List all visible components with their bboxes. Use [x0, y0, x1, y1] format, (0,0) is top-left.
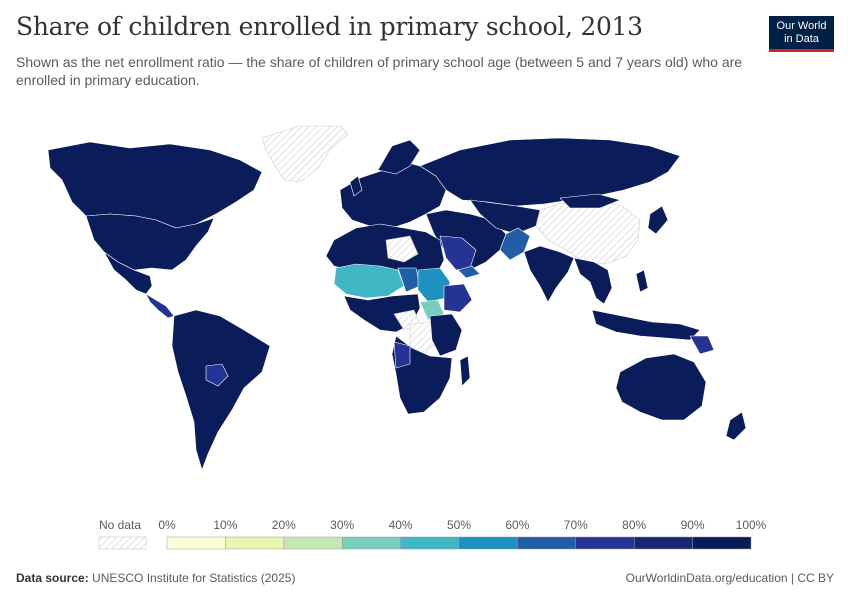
- region-bolivia[interactable]: [205, 363, 229, 387]
- region-mongolia[interactable]: [559, 193, 621, 209]
- legend-tick-label: 40%: [388, 518, 413, 532]
- region-canada[interactable]: [47, 141, 263, 229]
- legend-tick-label: 10%: [213, 518, 238, 532]
- legend-no-data-swatch: [98, 536, 147, 550]
- logo-line-2: in Data: [784, 33, 819, 45]
- region-south-america[interactable]: [171, 309, 271, 471]
- legend-swatch[interactable]: [517, 536, 577, 550]
- legend-swatch[interactable]: [283, 536, 343, 550]
- legend-swatch[interactable]: [341, 536, 401, 550]
- legend-swatch[interactable]: [458, 536, 518, 550]
- owid-logo[interactable]: Our World in Data: [769, 16, 834, 52]
- legend-tick-label: 50%: [446, 518, 472, 532]
- legend-tick-label: 30%: [330, 518, 355, 532]
- region-new-zealand[interactable]: [725, 411, 747, 441]
- region-papua[interactable]: [689, 335, 715, 355]
- footer-url[interactable]: OurWorldinData.org/education | CC BY: [625, 571, 834, 585]
- legend-tick-label: 0%: [158, 518, 176, 532]
- region-mexico[interactable]: [103, 251, 153, 295]
- legend-scale: [98, 536, 752, 550]
- legend-tick-label: 60%: [505, 518, 530, 532]
- region-philippines[interactable]: [635, 269, 649, 293]
- region-japan[interactable]: [647, 205, 669, 235]
- legend-swatch[interactable]: [166, 536, 226, 550]
- source-label: Data source:: [16, 571, 89, 585]
- region-uk[interactable]: [349, 175, 363, 197]
- legend-no-data-label: No data: [99, 518, 142, 532]
- chart-title: Share of children enrolled in primary sc…: [16, 12, 643, 41]
- region-central-america[interactable]: [145, 293, 175, 319]
- region-india[interactable]: [523, 245, 575, 303]
- legend-tick-label: 100%: [735, 518, 767, 532]
- footer-source: Data source: UNESCO Institute for Statis…: [16, 571, 295, 585]
- region-russia[interactable]: [419, 137, 681, 207]
- region-middle-east[interactable]: [425, 209, 507, 271]
- region-greenland[interactable]: [261, 125, 349, 183]
- region-indonesia[interactable]: [591, 309, 701, 341]
- world-map: [47, 125, 747, 471]
- region-libya-nodata[interactable]: [385, 235, 419, 263]
- legend-tick-label: 90%: [680, 518, 705, 532]
- region-central-asia[interactable]: [469, 199, 541, 235]
- region-angola[interactable]: [393, 341, 411, 369]
- region-southeast-asia[interactable]: [573, 257, 613, 305]
- region-scandinavia[interactable]: [377, 139, 421, 175]
- legend-tick-label: 70%: [563, 518, 588, 532]
- region-drc-nodata[interactable]: [409, 321, 437, 355]
- chart-subtitle: Shown as the net enrollment ratio — the …: [16, 54, 743, 88]
- legend-tick-label: 20%: [271, 518, 296, 532]
- legend-swatch[interactable]: [225, 536, 285, 550]
- region-yemen[interactable]: [457, 265, 481, 279]
- legend-swatch[interactable]: [400, 536, 460, 550]
- region-madagascar[interactable]: [459, 355, 471, 387]
- region-ethiopia[interactable]: [443, 283, 473, 313]
- region-australia[interactable]: [615, 353, 707, 421]
- region-sahel-west[interactable]: [333, 263, 405, 299]
- logo-line-1: Our World: [776, 20, 827, 32]
- region-east-africa[interactable]: [429, 313, 463, 357]
- legend-swatch[interactable]: [633, 536, 693, 550]
- legend-swatch[interactable]: [692, 536, 752, 550]
- legend-tick-label: 80%: [622, 518, 647, 532]
- color-legend: No data 0% 10% 20% 30% 40% 50% 60% 70% 80% 90% 100…: [0, 512, 850, 552]
- source-text[interactable]: UNESCO Institute for Statistics (2025): [92, 571, 296, 585]
- legend-swatch[interactable]: [575, 536, 635, 550]
